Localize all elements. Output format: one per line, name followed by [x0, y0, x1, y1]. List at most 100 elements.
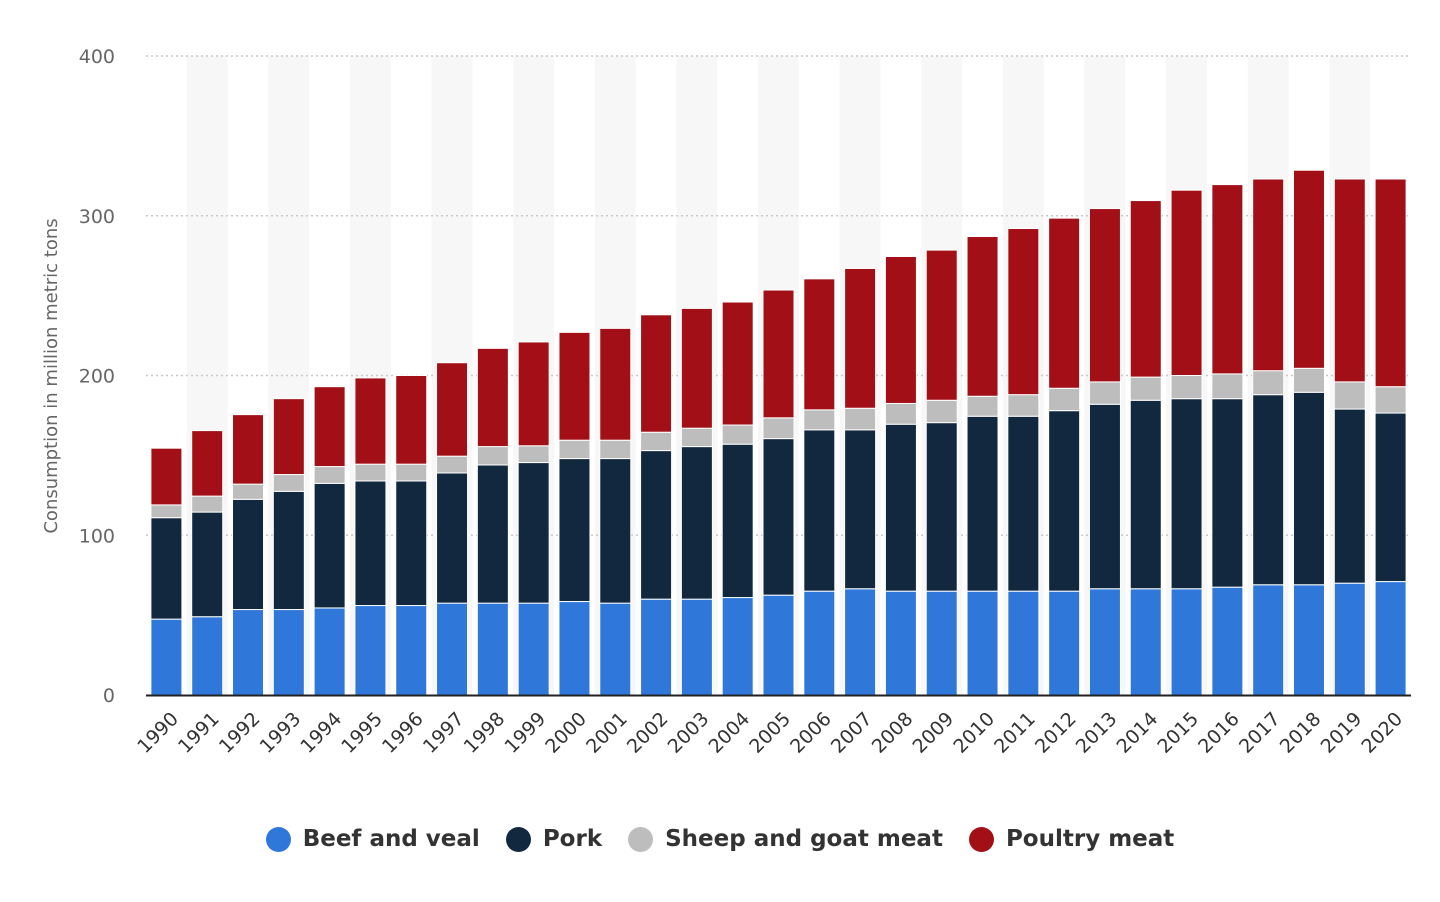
bar-stack-2020[interactable] — [1374, 178, 1407, 696]
bar-segment-pork[interactable] — [599, 458, 632, 604]
bar-segment-pork[interactable] — [232, 498, 265, 611]
bar-stack-1990[interactable] — [150, 447, 183, 696]
bar-segment-beef-and-veal[interactable] — [558, 601, 591, 696]
bar-segment-beef-and-veal[interactable] — [272, 609, 305, 696]
bar-stack-2007[interactable] — [844, 267, 877, 696]
bar-segment-poultry-meat[interactable] — [150, 447, 183, 506]
bar-segment-poultry-meat[interactable] — [1088, 208, 1121, 383]
bar-segment-poultry-meat[interactable] — [191, 430, 224, 497]
bar-segment-poultry-meat[interactable] — [1211, 184, 1244, 375]
bar-segment-poultry-meat[interactable] — [313, 386, 346, 468]
bar-segment-sheep-and-goat-meat[interactable] — [640, 431, 673, 452]
bar-stack-2014[interactable] — [1129, 200, 1162, 696]
bar-segment-beef-and-veal[interactable] — [1170, 588, 1203, 696]
bar-segment-pork[interactable] — [925, 422, 958, 592]
bar-segment-pork[interactable] — [558, 458, 591, 603]
bar-segment-poultry-meat[interactable] — [1170, 189, 1203, 376]
bar-stack-2019[interactable] — [1333, 178, 1366, 696]
bar-segment-poultry-meat[interactable] — [1333, 178, 1366, 383]
bar-segment-pork[interactable] — [803, 429, 836, 592]
bar-stack-1993[interactable] — [272, 398, 305, 696]
bar-segment-beef-and-veal[interactable] — [1129, 588, 1162, 696]
bar-segment-poultry-meat[interactable] — [1048, 217, 1081, 389]
bar-segment-poultry-meat[interactable] — [272, 398, 305, 476]
bar-segment-poultry-meat[interactable] — [558, 331, 591, 441]
bar-stack-1992[interactable] — [232, 414, 265, 696]
bar-segment-poultry-meat[interactable] — [1129, 200, 1162, 378]
bar-stack-2018[interactable] — [1292, 169, 1325, 696]
bar-segment-pork[interactable] — [191, 511, 224, 618]
bar-segment-beef-and-veal[interactable] — [925, 590, 958, 696]
bar-segment-beef-and-veal[interactable] — [844, 588, 877, 696]
bar-stack-2006[interactable] — [803, 278, 836, 696]
bar-segment-sheep-and-goat-meat[interactable] — [1048, 387, 1081, 412]
bar-segment-pork[interactable] — [1211, 398, 1244, 588]
bar-segment-beef-and-veal[interactable] — [191, 616, 224, 696]
bar-segment-pork[interactable] — [640, 450, 673, 600]
legend-item-beef-and-veal[interactable]: Beef and veal — [265, 826, 480, 852]
bar-stack-2010[interactable] — [966, 236, 999, 696]
bar-segment-poultry-meat[interactable] — [599, 327, 632, 441]
bar-segment-pork[interactable] — [966, 415, 999, 592]
bar-segment-pork[interactable] — [313, 482, 346, 609]
bar-stack-2004[interactable] — [721, 301, 754, 696]
bar-segment-sheep-and-goat-meat[interactable] — [925, 399, 958, 424]
bar-segment-poultry-meat[interactable] — [1252, 178, 1285, 372]
bar-segment-sheep-and-goat-meat[interactable] — [1374, 386, 1407, 414]
bar-segment-pork[interactable] — [1048, 410, 1081, 592]
bar-stack-1997[interactable] — [436, 362, 469, 696]
bar-segment-poultry-meat[interactable] — [354, 377, 387, 465]
bar-segment-beef-and-veal[interactable] — [1333, 582, 1366, 696]
bar-segment-sheep-and-goat-meat[interactable] — [721, 424, 754, 445]
bar-segment-sheep-and-goat-meat[interactable] — [272, 474, 305, 492]
bar-stack-2000[interactable] — [558, 331, 591, 696]
bar-segment-pork[interactable] — [1292, 391, 1325, 586]
bar-segment-poultry-meat[interactable] — [517, 341, 550, 447]
bar-segment-sheep-and-goat-meat[interactable] — [1170, 375, 1203, 400]
bar-segment-sheep-and-goat-meat[interactable] — [1333, 381, 1366, 410]
bar-stack-1995[interactable] — [354, 377, 387, 696]
bar-segment-beef-and-veal[interactable] — [599, 602, 632, 696]
bar-segment-sheep-and-goat-meat[interactable] — [966, 395, 999, 417]
bar-segment-beef-and-veal[interactable] — [1292, 584, 1325, 696]
bar-segment-pork[interactable] — [1170, 398, 1203, 590]
bar-segment-sheep-and-goat-meat[interactable] — [1252, 370, 1285, 396]
bar-stack-1998[interactable] — [476, 347, 509, 696]
bar-stack-2016[interactable] — [1211, 184, 1244, 696]
bar-segment-beef-and-veal[interactable] — [884, 590, 917, 696]
bar-segment-poultry-meat[interactable] — [1007, 228, 1040, 396]
bar-segment-beef-and-veal[interactable] — [150, 618, 183, 696]
bar-segment-beef-and-veal[interactable] — [680, 598, 713, 696]
bar-segment-beef-and-veal[interactable] — [354, 605, 387, 696]
bar-segment-poultry-meat[interactable] — [762, 289, 795, 419]
bar-segment-pork[interactable] — [762, 438, 795, 596]
bar-segment-pork[interactable] — [1088, 403, 1121, 590]
bar-segment-poultry-meat[interactable] — [884, 255, 917, 404]
bar-segment-beef-and-veal[interactable] — [966, 590, 999, 696]
bar-segment-beef-and-veal[interactable] — [1088, 588, 1121, 696]
bar-segment-beef-and-veal[interactable] — [436, 602, 469, 696]
bar-segment-beef-and-veal[interactable] — [721, 597, 754, 696]
bar-segment-pork[interactable] — [436, 472, 469, 604]
bar-segment-poultry-meat[interactable] — [680, 307, 713, 429]
bar-segment-beef-and-veal[interactable] — [395, 605, 428, 696]
bar-segment-beef-and-veal[interactable] — [762, 594, 795, 696]
bar-stack-2002[interactable] — [640, 314, 673, 696]
bar-segment-sheep-and-goat-meat[interactable] — [191, 495, 224, 513]
bar-segment-sheep-and-goat-meat[interactable] — [1129, 376, 1162, 401]
bar-segment-sheep-and-goat-meat[interactable] — [844, 407, 877, 431]
bar-segment-sheep-and-goat-meat[interactable] — [1292, 367, 1325, 393]
bar-segment-pork[interactable] — [1252, 394, 1285, 586]
bar-segment-poultry-meat[interactable] — [844, 267, 877, 409]
bar-segment-beef-and-veal[interactable] — [517, 602, 550, 696]
bar-segment-pork[interactable] — [844, 429, 877, 590]
bar-stack-2011[interactable] — [1007, 228, 1040, 696]
bar-segment-sheep-and-goat-meat[interactable] — [762, 417, 795, 440]
bar-segment-sheep-and-goat-meat[interactable] — [1211, 373, 1244, 400]
bar-stack-2005[interactable] — [762, 289, 795, 696]
bar-segment-poultry-meat[interactable] — [721, 301, 754, 426]
bar-segment-pork[interactable] — [1007, 415, 1040, 592]
bar-segment-sheep-and-goat-meat[interactable] — [354, 463, 387, 482]
bar-segment-sheep-and-goat-meat[interactable] — [558, 439, 591, 460]
bar-segment-pork[interactable] — [884, 423, 917, 592]
